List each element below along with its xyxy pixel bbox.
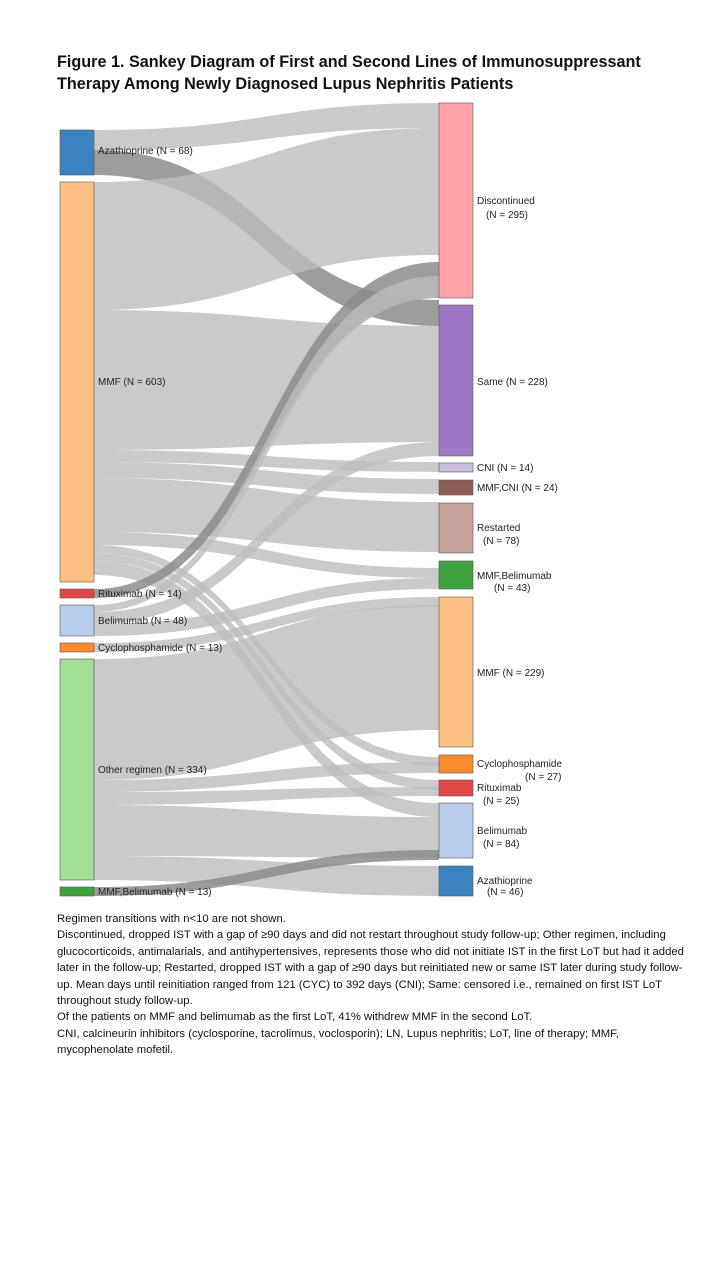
footnote-1: Regimen transitions with n<10 are not sh… (57, 913, 286, 925)
label-second-lot-mb-count: (N = 43) (494, 583, 530, 594)
node-second-lot-bel (438, 802, 474, 859)
flow-oth-to-bel (94, 805, 439, 858)
node-first-lot-mb (59, 886, 95, 897)
node-second-lot-disc (438, 102, 474, 299)
node-first-lot-aza (59, 129, 95, 176)
node-second-lot-same (438, 304, 474, 457)
node-first-lot-cyc (59, 642, 95, 653)
flow-mmf-to-mmfcni (94, 462, 439, 494)
footnote-2: Discontinued, dropped IST with a gap of … (57, 929, 684, 1008)
label-first-lot-cyc: Cyclophosphamide (N = 13) (98, 643, 222, 654)
flow-mmf-to-disc (94, 128, 439, 310)
node-second-lot-mmfcni (438, 479, 474, 496)
label-second-lot-cni: CNI (N = 14) (477, 463, 533, 474)
flow-bel-to-mb (94, 578, 439, 636)
node-first-lot-oth (59, 658, 95, 881)
label-first-lot-bel: Belimumab (N = 48) (98, 616, 187, 627)
label-first-lot-mb: MMF,Belimumab (N = 13) (98, 887, 212, 898)
flow-rtx-to-disc (94, 262, 439, 598)
node-first-lot-mmf (59, 181, 95, 583)
label-second-lot-disc: Discontinued (477, 196, 535, 207)
label-second-lot-mb: MMF,Belimumab (477, 571, 552, 582)
flow-mmf-to-mb (94, 532, 439, 578)
label-second-lot-rtx-count: (N = 25) (483, 796, 519, 807)
label-first-lot-oth: Other regimen (N = 334) (98, 765, 207, 776)
node-second-lot-rtx (438, 779, 474, 797)
label-second-lot-bel: Belimumab (477, 826, 527, 837)
flow-oth-to-rtx (94, 787, 439, 805)
label-second-lot-rest-count: (N = 78) (483, 536, 519, 547)
sankey-labels: Azathioprine (N = 68) MMF (N = 603) Rituxi… (98, 146, 562, 898)
label-second-lot-disc-count: (N = 295) (486, 210, 528, 221)
label-first-lot-rtx: Rituximab (N = 14) (98, 589, 182, 600)
figure-title-line-2: Therapy Among Newly Diagnosed Lupus Neph… (57, 75, 514, 93)
label-second-lot-rtx: Rituximab (477, 783, 522, 794)
node-second-lot-mmf (438, 596, 474, 748)
sankey-nodes (59, 102, 474, 897)
flow-mb-to-same (94, 850, 439, 896)
node-second-lot-aza (438, 865, 474, 897)
label-second-lot-cyc: Cyclophosphamide (477, 759, 562, 770)
flow-oth-to-mmf (94, 605, 439, 780)
node-first-lot-bel (59, 604, 95, 637)
label-second-lot-aza-count: (N = 46) (487, 887, 523, 898)
flow-bel-to-same (94, 442, 439, 624)
footnote-3: Of the patients on MMF and belimumab as … (57, 1011, 533, 1024)
footnotes: Regimen transitions with n<10 are not sh… (57, 911, 687, 1059)
node-second-lot-cyc (438, 754, 474, 774)
figure-title-line-1: Figure 1. Sankey Diagram of First and Se… (57, 53, 641, 71)
label-second-lot-rest: Restarted (477, 523, 520, 534)
label-first-lot-aza: Azathioprine (N = 68) (98, 146, 193, 157)
node-second-lot-mb (438, 560, 474, 590)
footnote-4: CNI, calcineurin inhibitors (cyclosporin… (57, 1027, 619, 1057)
flow-bel-to-disc (94, 276, 439, 612)
node-second-lot-cni (438, 462, 474, 473)
label-second-lot-cyc-count: (N = 27) (525, 772, 561, 783)
flow-mmf-to-same (94, 310, 439, 450)
sankey-links (94, 103, 439, 896)
sankey-diagram: Azathioprine (N = 68) MMF (N = 603) Rituxi… (59, 102, 562, 898)
label-first-lot-mmf: MMF (N = 603) (98, 377, 166, 388)
flow-aza-to-disc (94, 103, 439, 150)
label-second-lot-aza: Azathioprine (477, 876, 533, 887)
node-first-lot-rtx (59, 588, 95, 599)
label-second-lot-mmf: MMF (N = 229) (477, 668, 545, 679)
label-second-lot-same: Same (N = 228) (477, 377, 548, 388)
flow-mmf-to-rest (94, 478, 439, 552)
figure-title: Figure 1. Sankey Diagram of First and Se… (57, 51, 657, 95)
flow-oth-to-cyc (94, 762, 439, 792)
label-second-lot-mmfcni: MMF,CNI (N = 24) (477, 483, 558, 494)
node-second-lot-rest (438, 502, 474, 554)
label-second-lot-bel-count: (N = 84) (483, 839, 519, 850)
